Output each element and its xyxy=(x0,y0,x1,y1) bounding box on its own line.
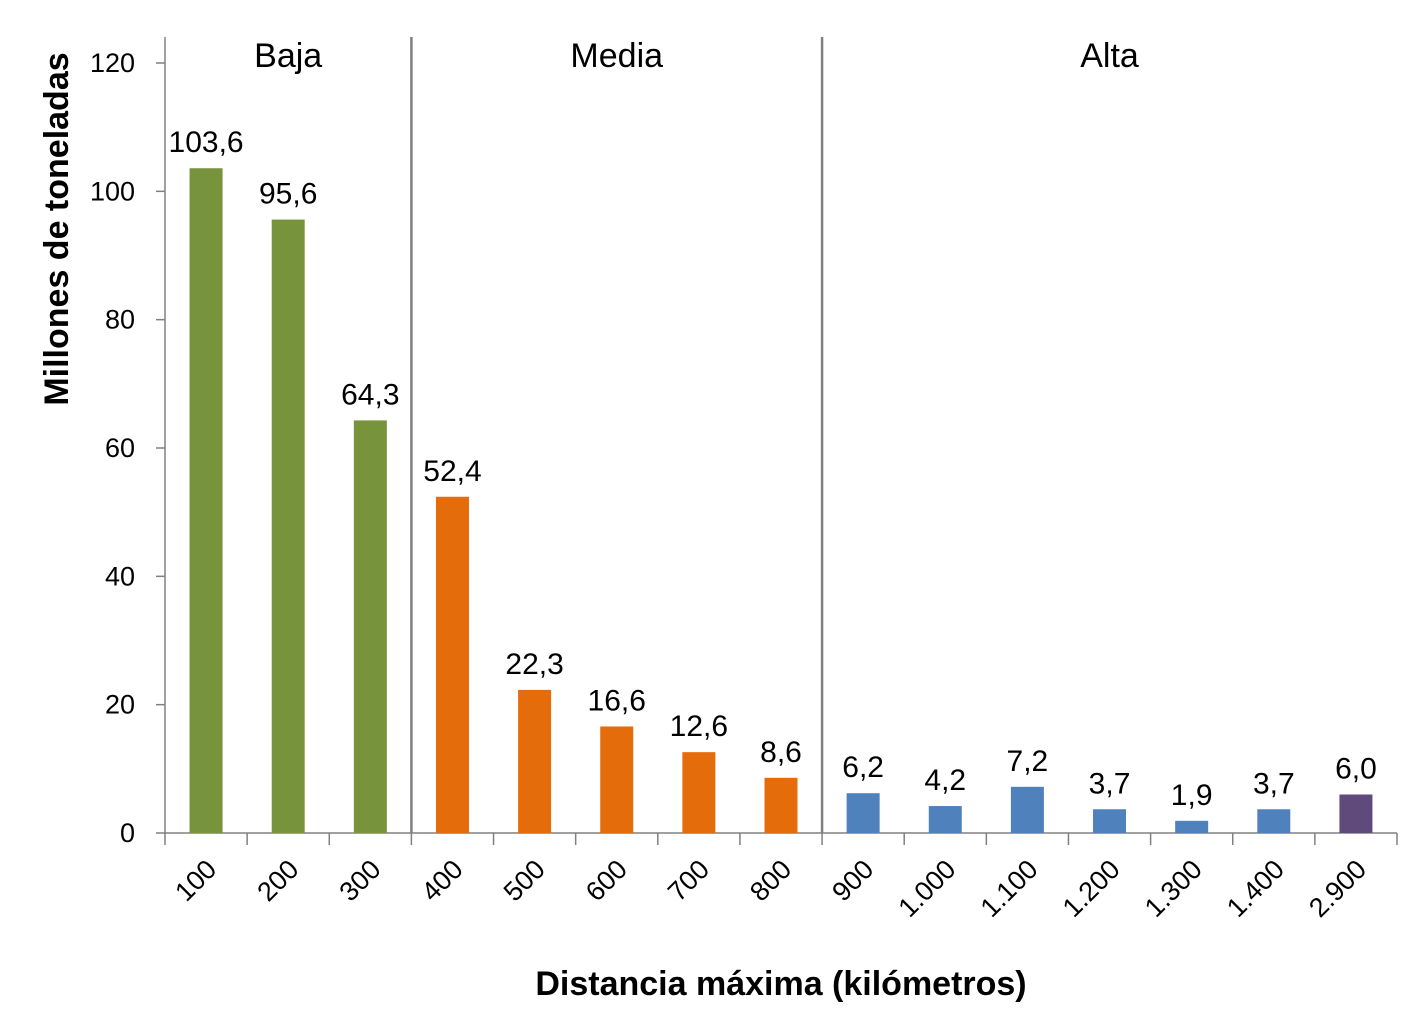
data-label: 64,3 xyxy=(341,378,399,411)
bar xyxy=(271,219,305,834)
bar xyxy=(1010,786,1044,833)
x-tick-label: 900 xyxy=(826,854,879,907)
data-label: 3,7 xyxy=(1089,767,1131,800)
x-tick-label: 200 xyxy=(251,854,304,907)
data-label: 8,6 xyxy=(760,736,802,769)
y-axis-title: Millones de toneladas xyxy=(38,52,76,405)
y-tick-label: 60 xyxy=(105,433,135,463)
group-label: Alta xyxy=(1080,37,1139,75)
data-label: 95,6 xyxy=(259,178,317,211)
x-tick-label: 1.400 xyxy=(1221,854,1290,923)
bar xyxy=(1093,809,1127,833)
bar xyxy=(1257,809,1291,833)
data-label: 16,6 xyxy=(588,684,646,717)
data-labels: 103,6 95,6 64,3 52,4 22,3 16,6 12,6 8,6 6,2 4,2 7,… xyxy=(169,126,1377,812)
x-tick-label: 1.100 xyxy=(975,854,1044,923)
bar xyxy=(518,689,552,833)
y-tick-label: 80 xyxy=(105,305,135,335)
data-label: 103,6 xyxy=(169,126,244,159)
x-tick-label: 500 xyxy=(498,854,551,907)
data-label: 22,3 xyxy=(505,648,563,681)
x-tick-label: 1.300 xyxy=(1139,854,1208,923)
bar xyxy=(682,752,716,833)
bar xyxy=(353,420,387,833)
x-tick-label: 1.000 xyxy=(893,854,962,923)
bar xyxy=(600,726,634,833)
y-tick-label: 100 xyxy=(90,176,135,206)
group-labels: Baja Media Alta xyxy=(254,37,1139,75)
y-tick-label: 120 xyxy=(90,48,135,78)
bar xyxy=(1175,820,1209,833)
bar xyxy=(435,496,469,833)
x-tick-label: 600 xyxy=(580,854,633,907)
bar xyxy=(928,806,962,833)
bar xyxy=(764,777,798,833)
x-tick-label: 100 xyxy=(169,854,222,907)
x-tick-label: 400 xyxy=(416,854,469,907)
group-label: Media xyxy=(570,37,663,75)
bar xyxy=(1339,794,1373,833)
bars xyxy=(189,168,1373,834)
data-label: 52,4 xyxy=(423,455,481,488)
x-tick-label: 700 xyxy=(662,854,715,907)
data-label: 4,2 xyxy=(924,764,966,797)
data-label: 6,2 xyxy=(842,751,884,784)
x-axis-title: Distancia máxima (kilómetros) xyxy=(535,965,1026,1003)
bar xyxy=(846,793,880,833)
y-tick-label: 20 xyxy=(105,690,135,720)
x-tick-label: 2.900 xyxy=(1303,854,1372,923)
group-label: Baja xyxy=(254,37,322,75)
data-label: 6,0 xyxy=(1335,753,1377,786)
y-tick-label: 40 xyxy=(105,561,135,591)
x-tick-label: 800 xyxy=(744,854,797,907)
data-label: 7,2 xyxy=(1007,745,1049,778)
y-tick-label: 0 xyxy=(120,818,135,848)
x-tick-label: 1.200 xyxy=(1057,854,1126,923)
data-label: 12,6 xyxy=(670,710,728,743)
x-tick-label: 300 xyxy=(333,854,386,907)
data-label: 1,9 xyxy=(1171,779,1213,812)
group-separators xyxy=(410,37,824,833)
data-label: 3,7 xyxy=(1253,767,1295,800)
y-axis: 0 20 40 60 80 100 120 xyxy=(90,37,166,848)
x-axis: 100 200 300 400 500 600 700 800 900 1.000 1.100 1.2… xyxy=(164,832,1398,923)
bar xyxy=(189,168,223,833)
